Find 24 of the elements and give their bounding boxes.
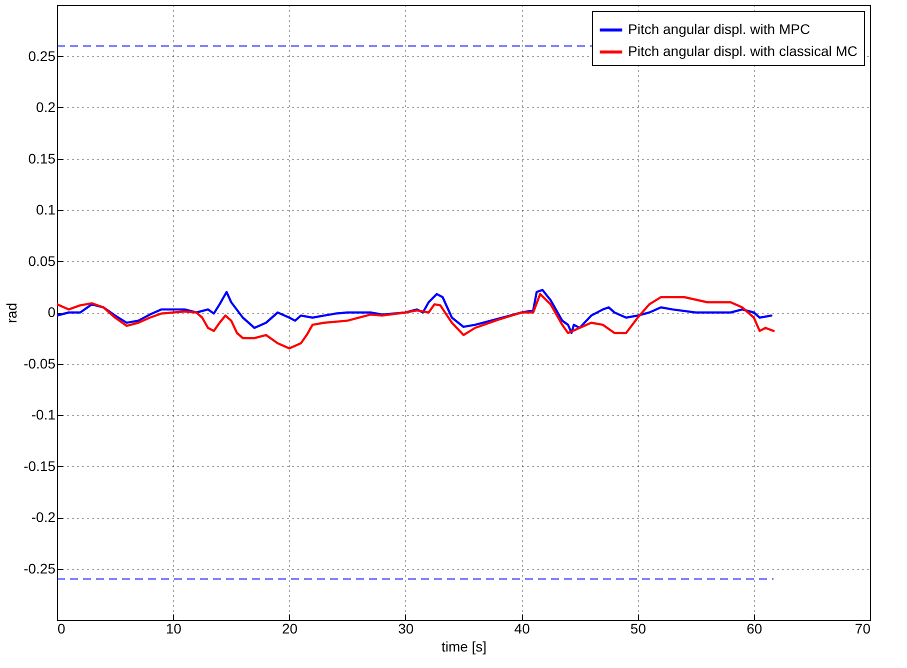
y-tick-label: 0.2 [36, 99, 56, 115]
y-tick-label: -0.15 [24, 458, 56, 474]
y-tick-label: -0.25 [24, 560, 56, 576]
y-axis-title: rad [4, 302, 20, 324]
x-tick-label: 60 [746, 620, 762, 636]
x-tick-label: 20 [282, 620, 298, 636]
y-tick-label: 0 [48, 304, 56, 320]
y-tick-label: -0.2 [31, 509, 56, 525]
x-tick-label: 30 [398, 620, 414, 636]
line-series [57, 292, 775, 350]
y-tick-label: 0.15 [28, 150, 56, 166]
line-series [57, 288, 772, 334]
y-tick-label: -0.05 [24, 355, 56, 372]
x-tick-label: 40 [514, 620, 530, 636]
legend-label: Pitch angular displ. with classical MC [628, 43, 858, 59]
x-tick-label: 10 [166, 620, 182, 636]
y-tick-label: -0.1 [31, 406, 56, 422]
legend-label: Pitch angular displ. with MPC [628, 21, 810, 37]
x-axis-title: time [s] [441, 638, 487, 654]
y-tick-label: 0.1 [36, 202, 56, 218]
x-tick-label: 50 [630, 620, 646, 636]
x-tick-label: 70 [854, 620, 871, 636]
y-tick-label: 0.05 [28, 252, 56, 269]
y-tick-label: 0.25 [28, 48, 56, 64]
